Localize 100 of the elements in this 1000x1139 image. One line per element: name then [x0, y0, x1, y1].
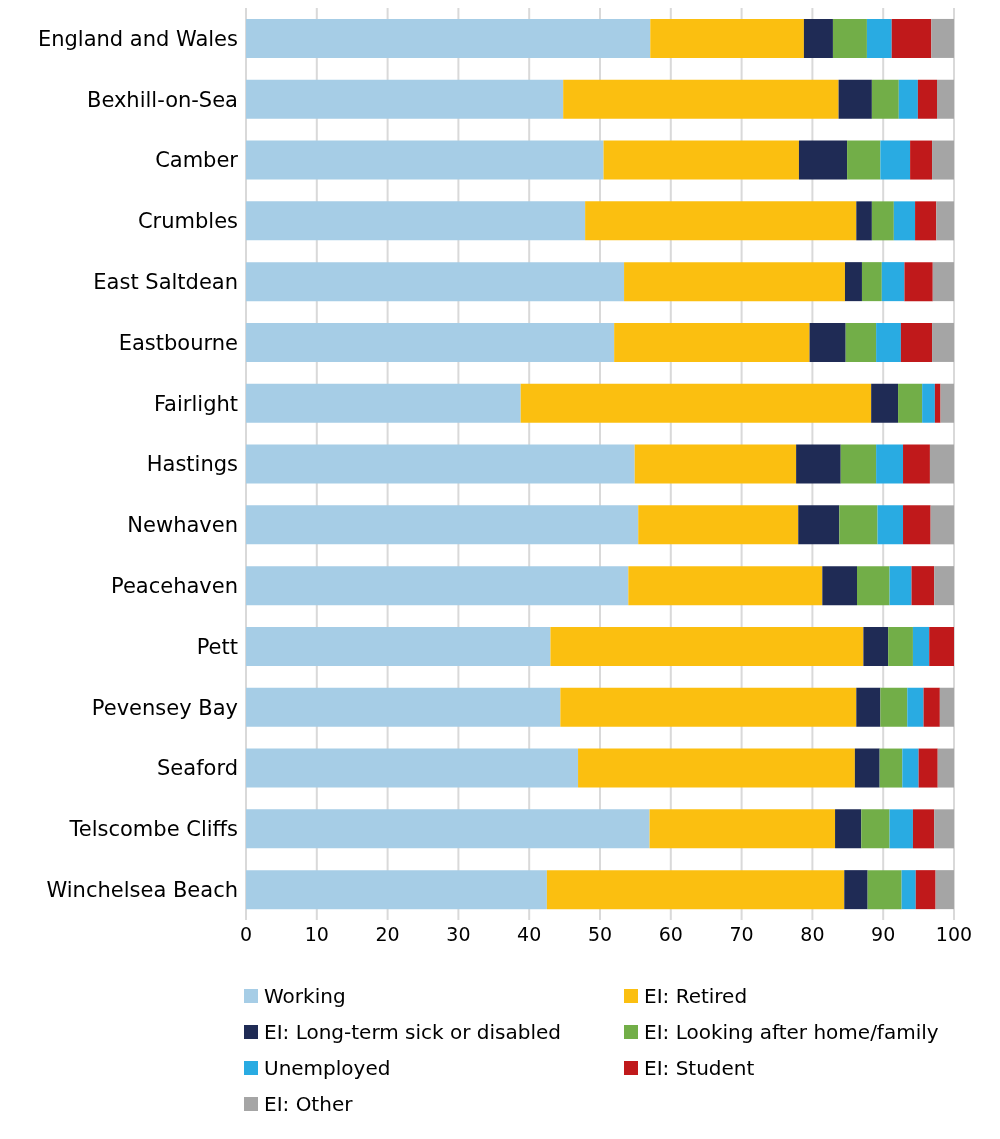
bar	[898, 79, 918, 119]
bar	[939, 687, 954, 727]
y-tick-label: Peacehaven	[110, 574, 238, 599]
x-tick-label: 80	[800, 923, 825, 946]
x-tick-label: 60	[658, 923, 683, 946]
y-tick-label: Pevensey Bay	[91, 695, 238, 720]
bar	[889, 566, 912, 606]
bar	[246, 18, 651, 58]
bar	[867, 870, 902, 910]
bar	[246, 201, 586, 241]
bar	[898, 383, 923, 423]
bar	[650, 18, 804, 58]
bar	[803, 18, 833, 58]
bar	[847, 140, 881, 180]
bar	[915, 870, 936, 910]
bar	[923, 687, 940, 727]
bar	[866, 18, 892, 58]
bar	[900, 322, 933, 362]
y-tick-label: Fairlight	[153, 391, 238, 416]
bar	[246, 687, 561, 727]
bar	[839, 505, 878, 545]
y-tick-label: Camber	[155, 148, 239, 173]
legend-label: EI: Long-term sick or disabled	[264, 1020, 562, 1044]
legend-label: EI: Looking after home/family	[644, 1020, 939, 1044]
bar	[912, 626, 930, 666]
legend-label: EI: Student	[644, 1056, 755, 1080]
x-tick-label: 100	[935, 923, 973, 946]
bar	[649, 809, 836, 849]
bar	[863, 626, 889, 666]
bar	[838, 79, 872, 119]
bar	[546, 870, 845, 910]
bar	[246, 322, 615, 362]
bar	[931, 18, 954, 58]
legend-label: Unemployed	[264, 1056, 391, 1080]
bar	[246, 383, 521, 423]
bar	[822, 566, 857, 606]
bar	[871, 383, 899, 423]
bar	[856, 201, 872, 241]
bar	[934, 809, 954, 849]
bar	[246, 870, 547, 910]
bar	[520, 383, 872, 423]
bar	[624, 262, 845, 302]
bar	[809, 322, 846, 362]
bar	[246, 444, 635, 484]
bar	[891, 18, 932, 58]
x-tick-label: 20	[375, 923, 400, 946]
bar	[903, 505, 931, 545]
bar	[922, 383, 935, 423]
bar	[934, 566, 954, 606]
bar	[932, 262, 954, 302]
legend-label: Working	[264, 984, 346, 1008]
bar	[904, 262, 933, 302]
bar	[888, 626, 913, 666]
bar	[798, 140, 848, 180]
bar	[935, 870, 954, 910]
bar	[929, 626, 954, 666]
bar	[876, 444, 904, 484]
bar	[889, 809, 913, 849]
bar	[844, 262, 862, 302]
x-tick-label: 50	[587, 923, 613, 946]
bar	[550, 626, 864, 666]
y-tick-label: Pett	[196, 634, 238, 659]
bar	[857, 566, 890, 606]
bar	[614, 322, 810, 362]
bar	[856, 687, 881, 727]
x-tick-label: 70	[729, 923, 754, 946]
bar	[912, 809, 935, 849]
bar	[876, 322, 901, 362]
bar	[871, 79, 899, 119]
bar	[560, 687, 857, 727]
x-tick-label: 10	[304, 923, 329, 946]
bar	[861, 262, 882, 302]
bar	[871, 201, 894, 241]
bar	[246, 809, 650, 849]
bar	[246, 626, 551, 666]
bar	[246, 262, 625, 302]
bar	[563, 79, 839, 119]
bar	[934, 383, 941, 423]
x-tick-label: 90	[871, 923, 896, 946]
bar	[638, 505, 799, 545]
y-tick-label: Crumbles	[137, 209, 238, 234]
bar	[932, 140, 954, 180]
bar	[903, 444, 930, 484]
legend-label: EI: Retired	[644, 984, 748, 1008]
bar	[937, 748, 954, 788]
bar	[917, 79, 938, 119]
y-tick-label: Winchelsea Beach	[46, 878, 238, 903]
bar	[879, 748, 903, 788]
bar	[877, 505, 904, 545]
bar	[854, 748, 880, 788]
bar	[940, 383, 954, 423]
x-tick-label: 0	[239, 923, 253, 946]
bar	[915, 201, 937, 241]
bar	[911, 566, 935, 606]
bar	[880, 140, 911, 180]
bar	[880, 687, 908, 727]
y-tick-label: East Saltdean	[93, 270, 238, 295]
bar	[845, 322, 877, 362]
bar	[918, 748, 938, 788]
bar	[628, 566, 823, 606]
